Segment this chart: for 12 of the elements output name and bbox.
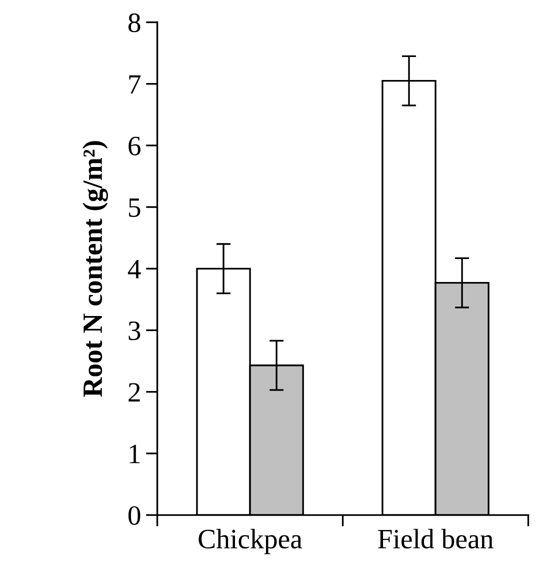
y-tick-label: 5 [129,198,140,217]
y-tick-label: 4 [128,260,141,278]
y-tick-label: 3 [128,321,140,340]
y-tick-label: 7 [129,75,141,94]
y-axis-title: Root N content (g/m²) [82,141,108,397]
y-tick-label: 8 [128,13,140,32]
x-tick-label: Chickpea [198,528,302,554]
y-tick-label: 1 [130,444,140,464]
x-tick-label: Field bean [378,528,494,548]
y-tick-label: 2 [128,383,140,402]
y-tick-label: 0 [128,506,140,525]
y-tick-label: 6 [128,136,140,156]
